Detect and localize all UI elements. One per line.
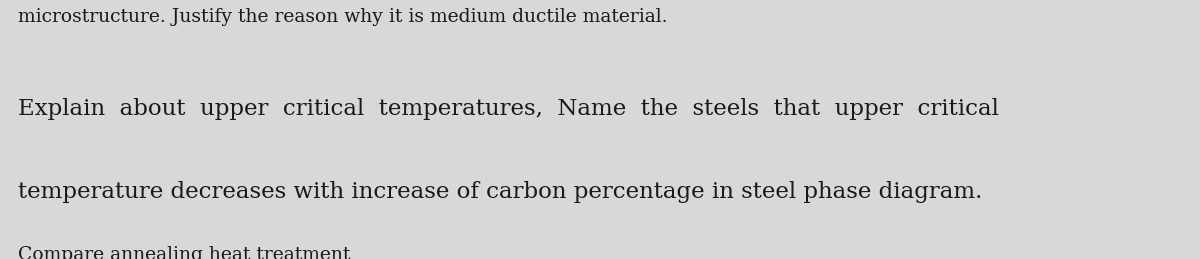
- Text: Compare annealing heat treatment: Compare annealing heat treatment: [18, 246, 350, 259]
- Text: microstructure. Justify the reason why it is medium ductile material.: microstructure. Justify the reason why i…: [18, 8, 667, 26]
- Text: temperature decreases with increase of carbon percentage in steel phase diagram.: temperature decreases with increase of c…: [18, 181, 983, 203]
- Text: Explain  about  upper  critical  temperatures,  Name  the  steels  that  upper  : Explain about upper critical temperature…: [18, 98, 998, 120]
